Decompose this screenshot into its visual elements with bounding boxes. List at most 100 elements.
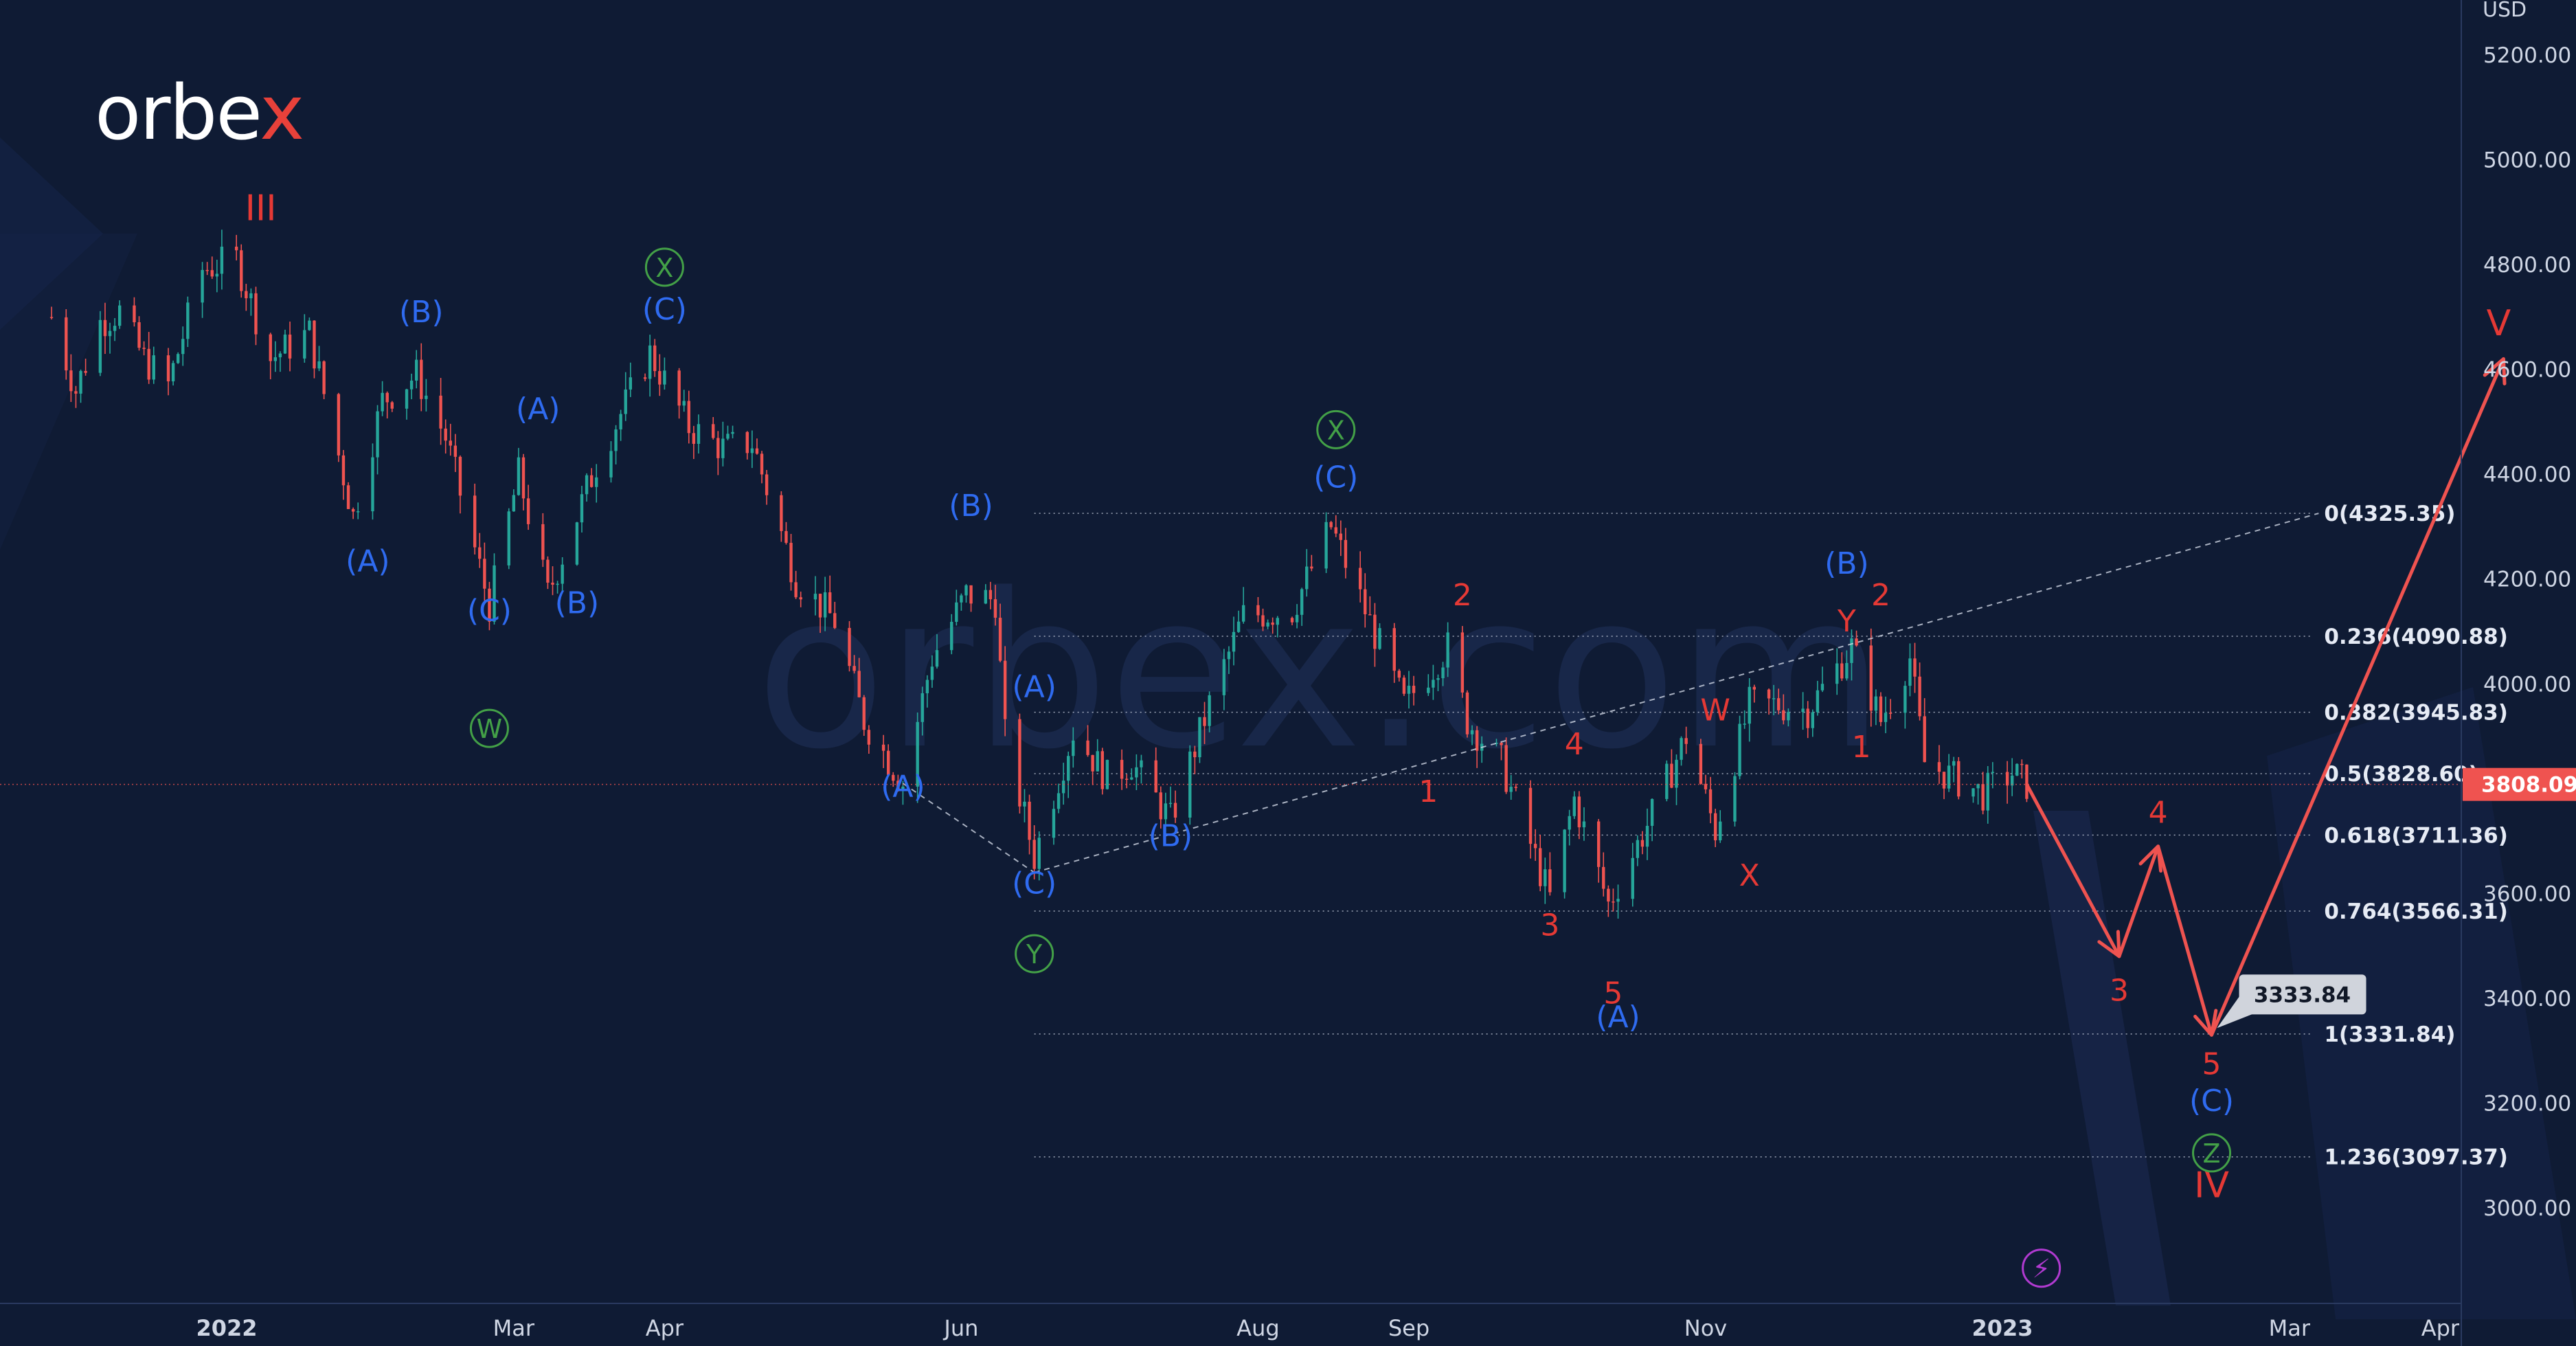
candle-body — [381, 392, 384, 412]
candle-body — [1072, 740, 1075, 756]
y-tick-label: 4600.00 — [2483, 358, 2571, 383]
projection-arrowhead — [2097, 930, 2121, 958]
candle-body — [682, 401, 686, 406]
wave-label: (C) — [642, 292, 687, 327]
wave-label: III — [245, 188, 277, 229]
candle-body — [1913, 658, 1917, 677]
candle-body — [653, 345, 657, 372]
candle-body — [726, 434, 730, 439]
y-tick-label: 4200.00 — [2483, 568, 2571, 592]
candle-body — [1397, 671, 1401, 678]
fib-level-label: 0.236(4090.88) — [2324, 625, 2508, 649]
candle-body — [916, 721, 919, 787]
candle-body — [1305, 566, 1309, 590]
candle-body — [1509, 787, 1513, 792]
candle-body — [2020, 763, 2024, 765]
candle-body — [249, 293, 253, 299]
candle-body — [1018, 719, 1021, 807]
candle-body — [1364, 589, 1367, 615]
candle-body — [589, 475, 594, 487]
candle-body — [595, 477, 598, 487]
candle-body — [201, 269, 204, 303]
candle-body — [1368, 614, 1372, 616]
candle-body — [65, 317, 68, 371]
wave-label: 1 — [1419, 774, 1438, 809]
candle-body — [950, 622, 953, 651]
candle-body — [1504, 745, 1508, 792]
candle-body — [881, 744, 885, 751]
candle-body — [896, 781, 900, 790]
candle-body — [240, 250, 243, 291]
candle-body — [521, 457, 526, 499]
wave-label: 4 — [2149, 795, 2168, 830]
candle-body — [794, 582, 798, 598]
candle-body — [712, 424, 715, 438]
candle-body — [1432, 680, 1435, 688]
wave-label: (A) — [1012, 669, 1056, 704]
logo-x: x — [260, 69, 304, 157]
bg-stripe-left-2 — [0, 234, 137, 550]
candle-body — [1427, 687, 1430, 693]
candle-body — [1947, 765, 1951, 789]
background-layer: orbex.com — [0, 137, 2576, 1319]
x-tick-label: Aug — [1236, 1315, 1279, 1341]
wave-circle — [2022, 1248, 2061, 1288]
candle-body — [585, 475, 589, 495]
target-callout-text: 3333.84 — [2254, 983, 2351, 1007]
candle-body — [215, 273, 219, 277]
candle-body — [2025, 764, 2029, 799]
wave-circle — [2192, 1133, 2232, 1173]
candle-body — [1407, 686, 1411, 694]
candle-body — [1957, 761, 1961, 797]
candle-body — [390, 402, 394, 409]
candle-body — [1295, 614, 1299, 622]
candle-body — [935, 650, 939, 667]
candle-body — [283, 334, 287, 354]
wave-circle-label: X — [655, 253, 673, 283]
candle-body — [1752, 686, 1756, 690]
candle-body — [108, 330, 112, 337]
candle-body — [1991, 772, 1995, 773]
candle-body — [1232, 631, 1236, 652]
candle-body — [1052, 809, 1056, 838]
candle-body — [960, 595, 963, 603]
candle-body — [278, 353, 282, 357]
candle-body — [1032, 840, 1036, 869]
candle-body — [687, 401, 691, 434]
candle-body — [1801, 708, 1805, 713]
candle-body — [886, 750, 890, 775]
candle-body — [1154, 760, 1157, 793]
candle-body — [186, 302, 190, 339]
candle-body — [1159, 792, 1162, 820]
candle-body — [322, 361, 326, 394]
candle-body — [1767, 689, 1771, 699]
candle-body — [813, 594, 817, 600]
candle-body — [1874, 696, 1878, 711]
candle-body — [1738, 724, 1741, 776]
x-tick-label: Sep — [1388, 1315, 1430, 1341]
current-price-badge — [2463, 767, 2576, 801]
candle-body — [609, 451, 613, 478]
orbex-logo: orbex — [95, 69, 304, 157]
wave-label: 2 — [1871, 578, 1890, 613]
price-candles — [49, 229, 2029, 919]
candle-body — [1835, 663, 1839, 684]
wave-circle-label: ⚡ — [2032, 1254, 2050, 1284]
candle-body — [1392, 628, 1396, 671]
logo-text: orbe — [95, 69, 261, 157]
candle-body — [1057, 793, 1061, 809]
candle-body — [663, 370, 666, 385]
watermark-text: orbex.com — [756, 548, 1884, 796]
candle-body — [526, 498, 530, 524]
candle-body — [1290, 618, 1294, 622]
wave-label: (A) — [346, 543, 389, 579]
wave-label: (A) — [1596, 1000, 1640, 1035]
candle-body — [984, 590, 988, 604]
wave-label: (C) — [1012, 866, 1057, 901]
candle-body — [273, 357, 278, 361]
candle-body — [1105, 759, 1109, 789]
candle-body — [1135, 767, 1138, 778]
candle-body — [478, 547, 482, 559]
